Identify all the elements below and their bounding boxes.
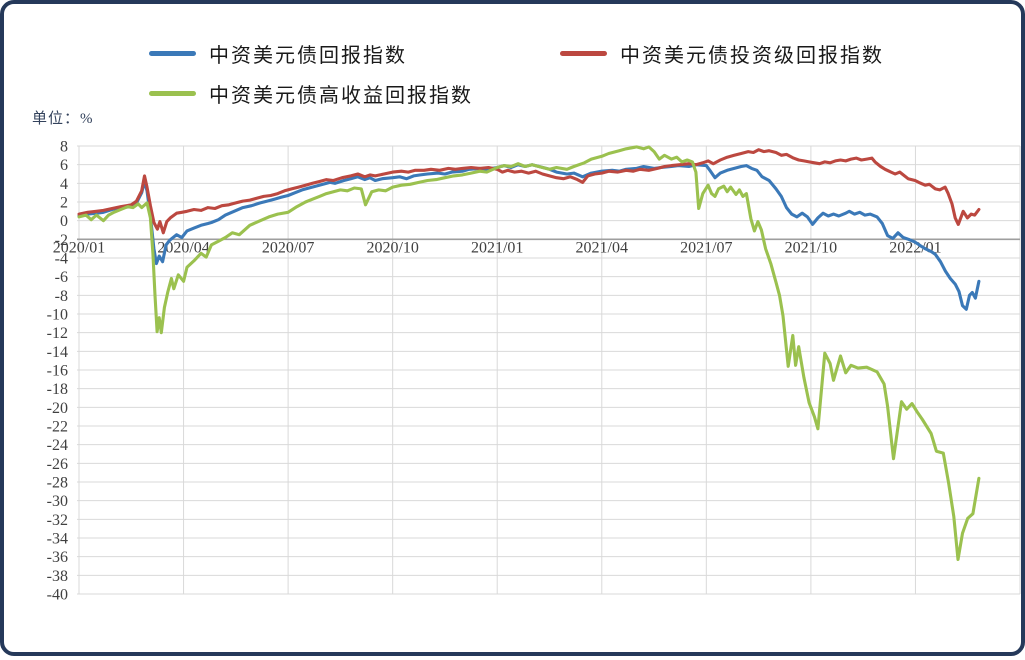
horizontal-gridlines — [77, 146, 1020, 594]
x-tick-label: 2020/01 — [53, 239, 105, 256]
y-tick-label: -24 — [47, 437, 68, 454]
legend-item-total-return-index: 中资美元债回报指数 — [149, 40, 407, 66]
y-tick-label: -8 — [55, 288, 68, 305]
y-tick-label: -40 — [47, 587, 68, 604]
y-tick-label: 2 — [60, 195, 68, 212]
x-tick-label: 2020/10 — [366, 239, 418, 256]
y-tick-label: -16 — [47, 363, 68, 380]
y-tick-label: 8 — [60, 139, 68, 156]
legend-label-investment-grade-index: 中资美元债投资级回报指数 — [620, 39, 884, 68]
legend-label-high-yield-index: 中资美元债高收益回报指数 — [209, 79, 473, 108]
y-tick-label: 6 — [60, 157, 68, 174]
y-axis-unit-label: 单位：% — [32, 107, 94, 128]
legend-swatch-blue — [149, 51, 196, 56]
y-tick-label: -38 — [47, 568, 68, 585]
y-axis-tick-labels: 86420-2-4-6-8-10-12-14-16-18-20-22-24-26… — [47, 139, 68, 604]
y-tick-label: -36 — [47, 549, 68, 566]
y-tick-label: 4 — [60, 176, 68, 193]
y-tick-label: -28 — [47, 475, 68, 492]
x-tick-label: 2020/07 — [262, 239, 314, 256]
x-tick-label: 2021/01 — [471, 239, 523, 256]
legend-item-investment-grade-index: 中资美元债投资级回报指数 — [560, 40, 884, 66]
y-tick-label: -26 — [47, 456, 68, 473]
x-tick-label: 2021/10 — [785, 239, 837, 256]
y-tick-label: -34 — [47, 531, 68, 548]
series-line-0 — [79, 165, 979, 310]
y-tick-label: -18 — [47, 381, 68, 398]
legend-swatch-red — [560, 51, 607, 56]
x-tick-label: 2021/07 — [680, 239, 732, 256]
y-tick-label: -14 — [47, 344, 68, 361]
y-tick-label: -22 — [47, 419, 68, 436]
y-tick-label: -30 — [47, 493, 68, 510]
legend-swatch-green — [149, 91, 196, 96]
y-tick-label: -32 — [47, 512, 68, 529]
y-tick-label: -20 — [47, 400, 68, 417]
x-tick-label: 2021/04 — [576, 239, 628, 256]
y-tick-label: -6 — [55, 269, 68, 286]
y-tick-label: 0 — [60, 213, 68, 230]
legend-label-total-return-index: 中资美元债回报指数 — [209, 39, 407, 68]
legend-item-high-yield-index: 中资美元债高收益回报指数 — [149, 80, 473, 106]
y-tick-label: -10 — [47, 307, 68, 324]
y-tick-label: -12 — [47, 325, 68, 342]
